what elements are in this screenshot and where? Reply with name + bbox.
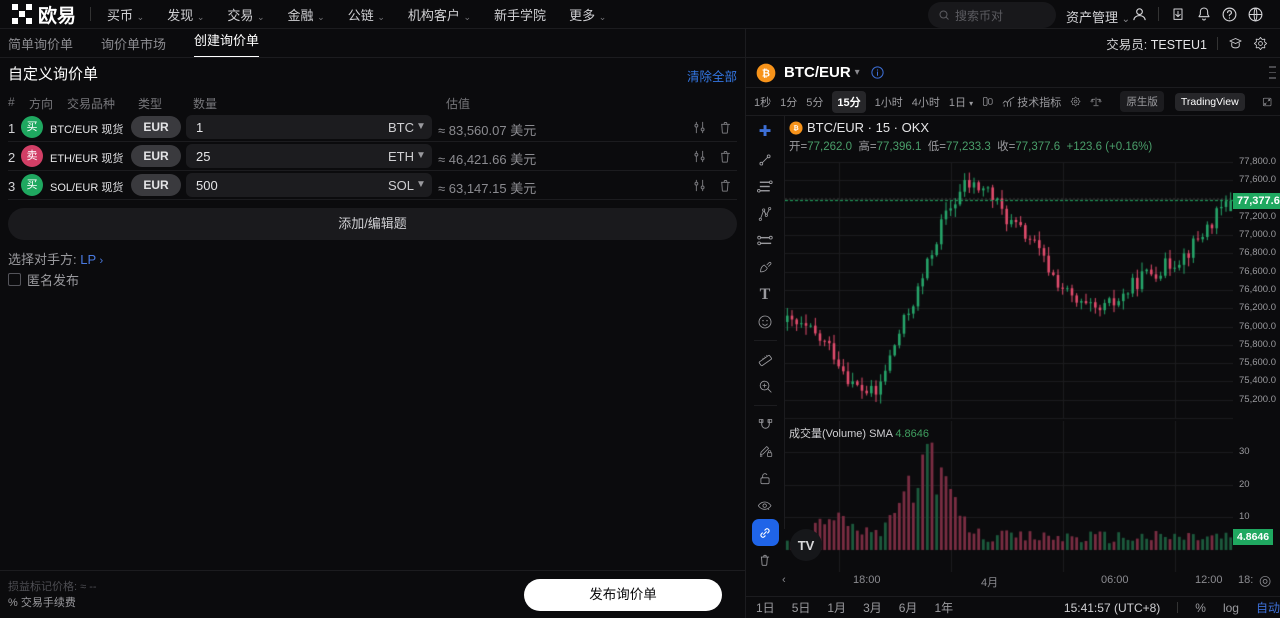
svg-text:₿: ₿	[762, 67, 770, 79]
svg-text:₿: ₿	[793, 124, 799, 132]
